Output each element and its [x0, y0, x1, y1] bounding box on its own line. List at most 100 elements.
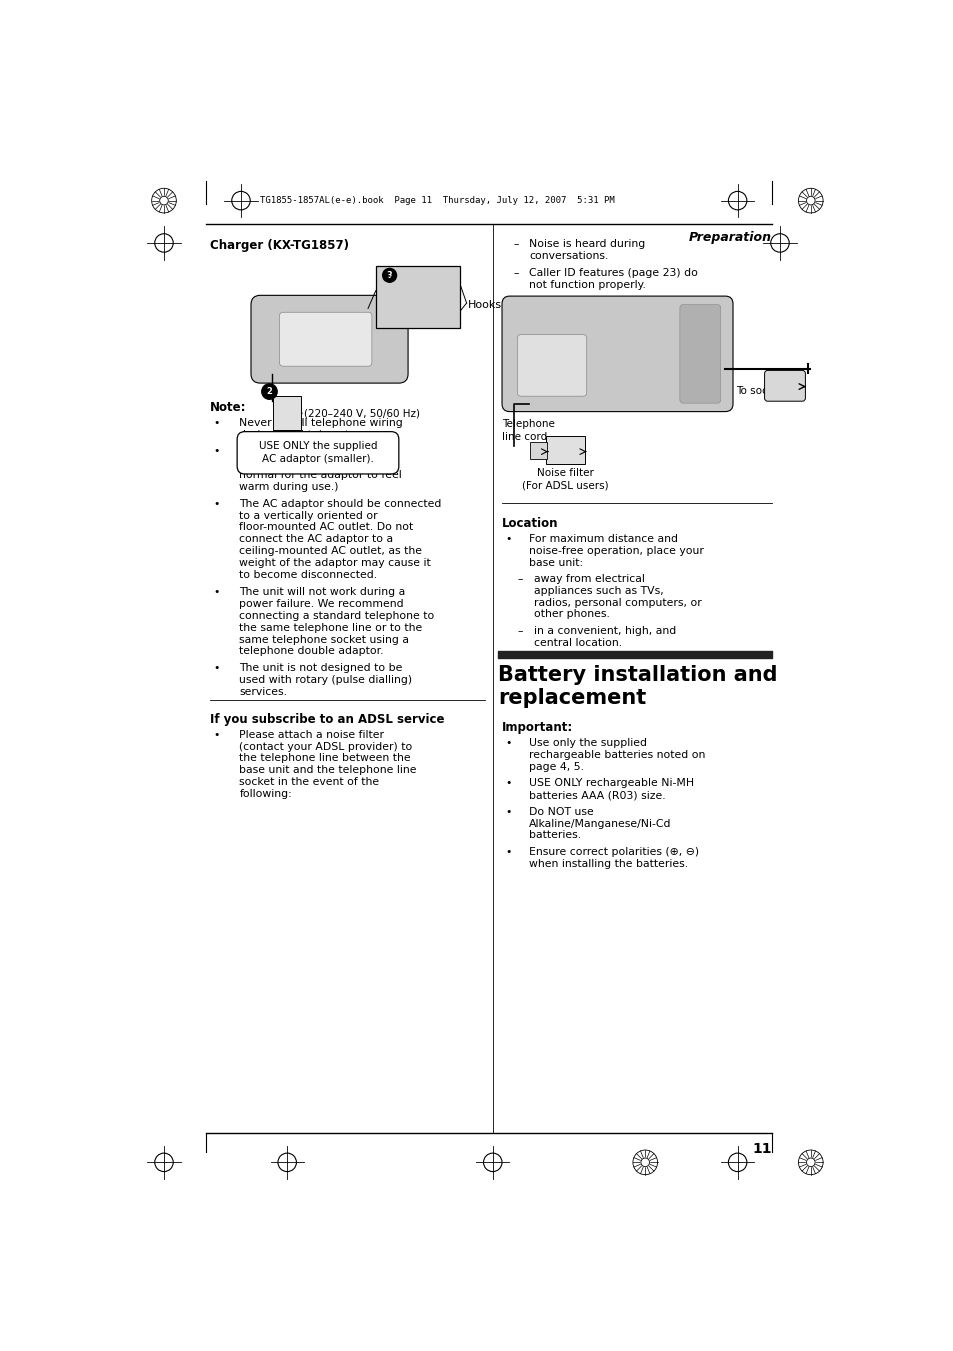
Text: –: – — [513, 239, 518, 249]
Text: Preparation: Preparation — [688, 231, 771, 245]
Text: –: – — [517, 626, 522, 636]
Circle shape — [640, 1158, 649, 1167]
Text: Noise is heard during: Noise is heard during — [528, 239, 644, 249]
FancyBboxPatch shape — [237, 431, 398, 474]
Text: following:: following: — [239, 789, 292, 800]
Text: services.: services. — [239, 686, 287, 697]
Text: conversations.: conversations. — [528, 251, 608, 261]
Text: radios, personal computers, or: radios, personal computers, or — [534, 597, 701, 608]
Text: in a convenient, high, and: in a convenient, high, and — [534, 626, 676, 636]
Text: USE ONLY the supplied
AC adaptor (smaller).: USE ONLY the supplied AC adaptor (smalle… — [258, 442, 376, 465]
Text: The unit is not designed to be: The unit is not designed to be — [239, 663, 402, 673]
Text: normal for the adaptor to feel: normal for the adaptor to feel — [239, 470, 402, 480]
Text: Important:: Important: — [501, 720, 573, 734]
Text: away from electrical: away from electrical — [534, 574, 644, 584]
Text: •: • — [213, 730, 219, 739]
Text: •: • — [504, 778, 511, 788]
Text: For maximum distance and: For maximum distance and — [528, 534, 678, 544]
Text: •: • — [504, 847, 511, 857]
Text: If you subscribe to an ADSL service: If you subscribe to an ADSL service — [210, 713, 444, 725]
Text: TG1855-1857AL(e-e).book  Page 11  Thursday, July 12, 2007  5:31 PM: TG1855-1857AL(e-e).book Page 11 Thursday… — [260, 196, 615, 205]
Text: when installing the batteries.: when installing the batteries. — [528, 859, 687, 869]
Text: base unit and the telephone line: base unit and the telephone line — [239, 766, 416, 775]
Text: rechargeable batteries noted on: rechargeable batteries noted on — [528, 750, 704, 759]
Circle shape — [382, 269, 396, 282]
FancyBboxPatch shape — [251, 296, 408, 384]
Text: Ensure correct polarities (⊕, ⊖): Ensure correct polarities (⊕, ⊖) — [528, 847, 699, 857]
FancyBboxPatch shape — [517, 335, 586, 396]
Text: connect the AC adaptor to a: connect the AC adaptor to a — [239, 535, 394, 544]
Text: The AC adaptor must remain: The AC adaptor must remain — [239, 446, 396, 457]
Text: •: • — [504, 534, 511, 544]
Text: the same telephone line or to the: the same telephone line or to the — [239, 623, 422, 632]
Text: 11: 11 — [751, 1143, 771, 1156]
Text: •: • — [213, 446, 219, 457]
Text: Telephone
line cord: Telephone line cord — [501, 419, 555, 442]
Text: other phones.: other phones. — [534, 609, 610, 620]
Text: ceiling-mounted AC outlet, as the: ceiling-mounted AC outlet, as the — [239, 546, 422, 557]
Text: USE ONLY rechargeable Ni-MH: USE ONLY rechargeable Ni-MH — [528, 778, 694, 788]
Text: Please attach a noise filter: Please attach a noise filter — [239, 730, 384, 739]
Text: the telephone line between the: the telephone line between the — [239, 754, 411, 763]
Text: To socket: To socket — [735, 386, 783, 396]
Text: to become disconnected.: to become disconnected. — [239, 570, 377, 580]
Text: telephone double adaptor.: telephone double adaptor. — [239, 646, 383, 657]
Circle shape — [805, 196, 814, 205]
Text: connecting a standard telephone to: connecting a standard telephone to — [239, 611, 435, 620]
Text: central location.: central location. — [534, 638, 621, 648]
Text: The unit will not work during a: The unit will not work during a — [239, 586, 405, 597]
Text: same telephone socket using a: same telephone socket using a — [239, 635, 409, 644]
Text: •: • — [213, 663, 219, 673]
Text: •: • — [213, 586, 219, 597]
Text: to a vertically oriented or: to a vertically oriented or — [239, 511, 377, 520]
Text: batteries.: batteries. — [528, 831, 580, 840]
Text: warm during use.): warm during use.) — [239, 482, 338, 492]
Text: Use only the supplied: Use only the supplied — [528, 738, 646, 747]
Text: Battery installation and
replacement: Battery installation and replacement — [497, 665, 777, 708]
FancyBboxPatch shape — [545, 436, 584, 463]
Text: batteries AAA (R03) size.: batteries AAA (R03) size. — [528, 790, 665, 800]
FancyBboxPatch shape — [501, 296, 732, 412]
Text: appliances such as TVs,: appliances such as TVs, — [534, 585, 663, 596]
Text: page 4, 5.: page 4, 5. — [528, 762, 583, 771]
Text: base unit:: base unit: — [528, 558, 582, 567]
Circle shape — [159, 196, 168, 205]
Text: •: • — [213, 499, 219, 508]
Text: Location: Location — [501, 517, 558, 530]
FancyBboxPatch shape — [763, 370, 804, 401]
FancyBboxPatch shape — [679, 304, 720, 403]
FancyBboxPatch shape — [529, 442, 546, 459]
Text: •: • — [504, 807, 511, 816]
Text: Do NOT use: Do NOT use — [528, 807, 593, 816]
Text: Noise filter
(For ADSL users): Noise filter (For ADSL users) — [521, 467, 608, 490]
Text: connected at all times. (It is: connected at all times. (It is — [239, 458, 391, 469]
Text: Hooks: Hooks — [468, 300, 501, 309]
Text: Never install telephone wiring: Never install telephone wiring — [239, 417, 403, 428]
Text: not function properly.: not function properly. — [528, 280, 645, 289]
Text: (220–240 V, 50/60 Hz): (220–240 V, 50/60 Hz) — [304, 408, 419, 419]
Text: –: – — [513, 267, 518, 277]
Text: floor-mounted AC outlet. Do not: floor-mounted AC outlet. Do not — [239, 523, 414, 532]
Text: socket in the event of the: socket in the event of the — [239, 777, 379, 788]
Text: Caller ID features (page 23) do: Caller ID features (page 23) do — [528, 267, 697, 277]
Circle shape — [805, 1158, 814, 1167]
FancyBboxPatch shape — [375, 266, 460, 328]
Text: 2: 2 — [266, 388, 273, 396]
Text: The AC adaptor should be connected: The AC adaptor should be connected — [239, 499, 441, 508]
Text: Note:: Note: — [210, 401, 247, 413]
Text: during a lightning storm.: during a lightning storm. — [239, 430, 375, 439]
Text: •: • — [504, 738, 511, 747]
Text: weight of the adaptor may cause it: weight of the adaptor may cause it — [239, 558, 431, 569]
Text: (contact your ADSL provider) to: (contact your ADSL provider) to — [239, 742, 413, 751]
Text: noise-free operation, place your: noise-free operation, place your — [528, 546, 703, 557]
Circle shape — [261, 384, 277, 400]
Text: 3: 3 — [386, 270, 392, 280]
Text: •: • — [213, 417, 219, 428]
FancyBboxPatch shape — [279, 312, 372, 366]
Text: Charger (KX-TG1857): Charger (KX-TG1857) — [210, 239, 349, 253]
Text: Alkaline/Manganese/Ni-Cd: Alkaline/Manganese/Ni-Cd — [528, 819, 671, 828]
Text: used with rotary (pulse dialling): used with rotary (pulse dialling) — [239, 676, 412, 685]
FancyBboxPatch shape — [274, 396, 301, 430]
Text: –: – — [517, 574, 522, 584]
Text: power failure. We recommend: power failure. We recommend — [239, 598, 404, 609]
